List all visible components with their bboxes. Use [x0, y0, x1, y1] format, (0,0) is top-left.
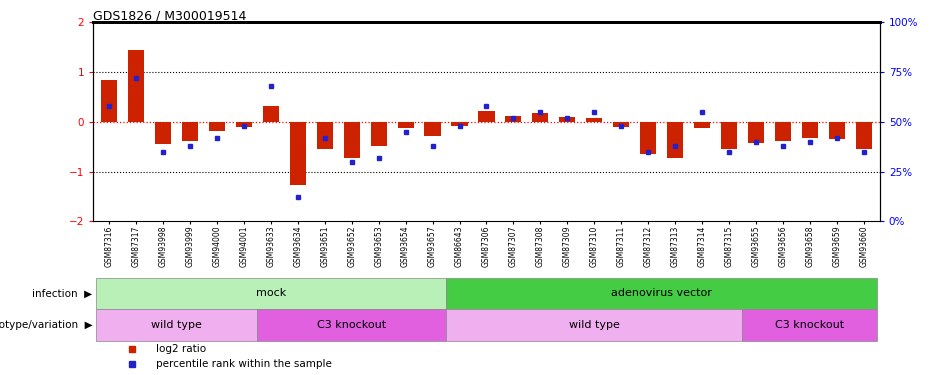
Bar: [155, 122, 171, 144]
Bar: [775, 122, 791, 141]
Bar: [506, 116, 521, 122]
Text: percentile rank within the sample: percentile rank within the sample: [156, 359, 332, 369]
Bar: [96, 278, 446, 309]
Bar: [446, 278, 877, 309]
Text: infection  ▶: infection ▶: [32, 288, 92, 298]
Bar: [263, 106, 279, 122]
Bar: [209, 122, 225, 131]
Text: wild type: wild type: [569, 320, 620, 330]
Bar: [742, 309, 877, 341]
Text: wild type: wild type: [151, 320, 202, 330]
Text: C3 knockout: C3 knockout: [317, 320, 386, 330]
Bar: [640, 122, 656, 154]
Bar: [398, 122, 413, 128]
Text: GDS1826 / M300019514: GDS1826 / M300019514: [93, 9, 247, 22]
Text: C3 knockout: C3 knockout: [776, 320, 844, 330]
Bar: [587, 118, 602, 122]
Bar: [479, 111, 494, 122]
Text: mock: mock: [256, 288, 286, 298]
Bar: [101, 80, 117, 122]
Bar: [182, 122, 198, 141]
Bar: [829, 122, 844, 139]
Bar: [694, 122, 710, 128]
Bar: [128, 50, 144, 122]
Text: adenovirus vector: adenovirus vector: [611, 288, 712, 298]
Bar: [317, 122, 333, 149]
Bar: [614, 122, 629, 127]
Bar: [425, 122, 440, 136]
Bar: [452, 122, 467, 126]
Bar: [667, 122, 683, 158]
Bar: [344, 122, 359, 158]
Bar: [258, 309, 446, 341]
Text: log2 ratio: log2 ratio: [156, 344, 206, 354]
Bar: [371, 122, 386, 146]
Text: genotype/variation  ▶: genotype/variation ▶: [0, 320, 92, 330]
Bar: [721, 122, 737, 149]
Bar: [446, 309, 742, 341]
Bar: [533, 113, 548, 122]
Bar: [748, 122, 764, 143]
Bar: [290, 122, 306, 186]
Bar: [96, 309, 258, 341]
Bar: [856, 122, 871, 149]
Bar: [560, 117, 575, 122]
Bar: [236, 122, 252, 127]
Bar: [802, 122, 817, 138]
